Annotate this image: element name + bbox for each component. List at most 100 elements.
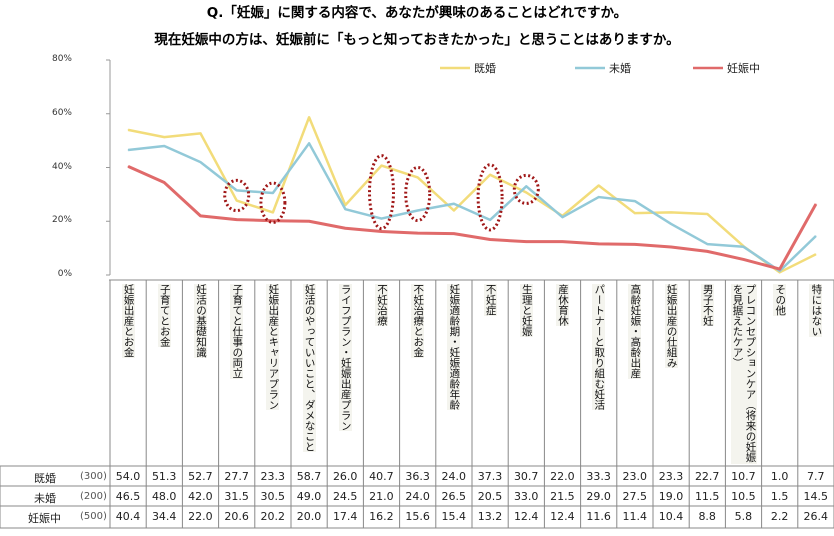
table-cell: 51.3 [151,470,177,483]
table-cell: 8.8 [698,510,716,523]
highlight-ellipse [512,173,540,205]
table-cell: 30.5 [260,490,286,503]
table-cell: 40.4 [115,510,141,523]
data-point [308,116,310,118]
table-cell: 22.0 [550,470,575,483]
category-label: ライフプラン・妊娠出産プラン [338,284,352,431]
table-cell: 11.5 [694,490,720,503]
data-point [272,192,274,194]
data-point [236,189,238,191]
table-cell: 5.8 [734,510,753,523]
table-cell: 46.5 [115,490,141,503]
category-label: 不妊治療とお金 [411,284,425,358]
data-point [236,219,238,221]
chart-title-line2: 現在妊娠中の方は、妊娠前に「もっと知っておきたかった」と思うことはありますか。 [154,32,680,48]
data-point [417,176,419,178]
data-point [525,185,527,187]
data-point [489,174,491,176]
table-cell: 15.6 [405,510,430,523]
series-line-2 [127,165,818,271]
table-cell: 54.0 [115,470,141,483]
data-point [381,165,382,167]
category-label: 特にはない [809,284,823,337]
category-label: 妊娠出産とお金 [121,284,135,358]
data-point [163,136,165,138]
legend-label: 未婚 [609,62,631,75]
table-cell: 27.5 [622,490,648,503]
data-point [670,211,672,213]
table-cell: 33.3 [586,470,611,483]
table-cell: 20.0 [296,510,322,523]
data-point [670,223,672,225]
chart-title-line1: Q.「妊娠」に関する内容で、あなたが興味のあることはどれですか。 [206,5,628,21]
data-point [200,132,201,134]
table-cell: 19.0 [658,490,684,503]
table-cell: 26.0 [332,470,358,483]
table-cell: 26.5 [441,490,467,503]
highlight-ellipse [223,178,251,213]
table-cell: 10.4 [658,510,684,523]
data-point [453,210,455,211]
table-cell: 12.4 [513,510,539,523]
data-point [815,253,817,255]
table-cell: 14.5 [803,490,829,503]
table-cell: 27.7 [224,470,249,483]
y-tick-label: 20% [51,215,72,226]
table-cell: 37.3 [477,470,503,483]
table-cell: 16.2 [369,510,394,523]
data-point [344,208,346,210]
y-tick-label: 80% [51,54,72,64]
category-label: その他 [773,284,787,316]
table-cell: 22.0 [188,510,213,523]
series-line-0 [127,115,817,274]
legend-label: 既婚 [474,62,496,75]
data-point [489,219,491,221]
table-cell: 48.0 [151,490,177,503]
data-point [815,203,817,205]
data-point [598,196,600,198]
category-label: 子育てとお金 [157,284,171,347]
table-cell: 10.5 [731,490,756,503]
row-n: (500) [80,511,107,522]
data-point [562,241,563,243]
data-point [525,191,527,193]
data-point [200,161,201,163]
table-cell: 40.7 [369,470,394,483]
table-cell: 29.0 [586,490,611,503]
data-point [381,218,382,220]
data-point [453,233,455,235]
data-point [344,227,346,229]
table-cell: 13.2 [477,510,503,523]
table-cell: 10.7 [731,470,756,483]
category-label: パートナーと取り組む妊活 [592,284,606,410]
data-point [706,213,708,215]
data-point [743,246,744,248]
category-label: 妊活のやっていいこと、ダメなこと [302,284,316,452]
table-cell: 42.0 [188,490,213,503]
data-point [163,182,165,184]
category-label: 妊娠出産とキャリアプラン [266,284,280,410]
series-line-1 [127,142,817,273]
row-label: 妊娠中 [28,512,61,525]
data-point [670,246,672,248]
category-label: プレコンセプションケア（将来の妊娠を見据えたケア） [730,284,757,464]
data-point [163,145,165,147]
table-cell: 24.5 [332,490,358,503]
data-point [272,211,274,213]
data-point [634,243,636,245]
table-cell: 31.5 [224,490,249,503]
table-cell: 20.5 [477,490,503,503]
table-cell: 21.0 [369,490,394,503]
category-label: 子育てと仕事の両立 [230,284,244,379]
category-label: 妊娠出産の仕組み [664,284,678,368]
table-cell: 11.4 [622,510,648,523]
table-cell: 22.7 [694,470,720,483]
table-cell: 11.6 [586,510,611,523]
table-cell: 23.3 [658,470,684,483]
table-cell: 20.2 [260,510,286,523]
data-point [236,200,238,202]
data-point [706,243,708,245]
data-point [381,230,382,232]
